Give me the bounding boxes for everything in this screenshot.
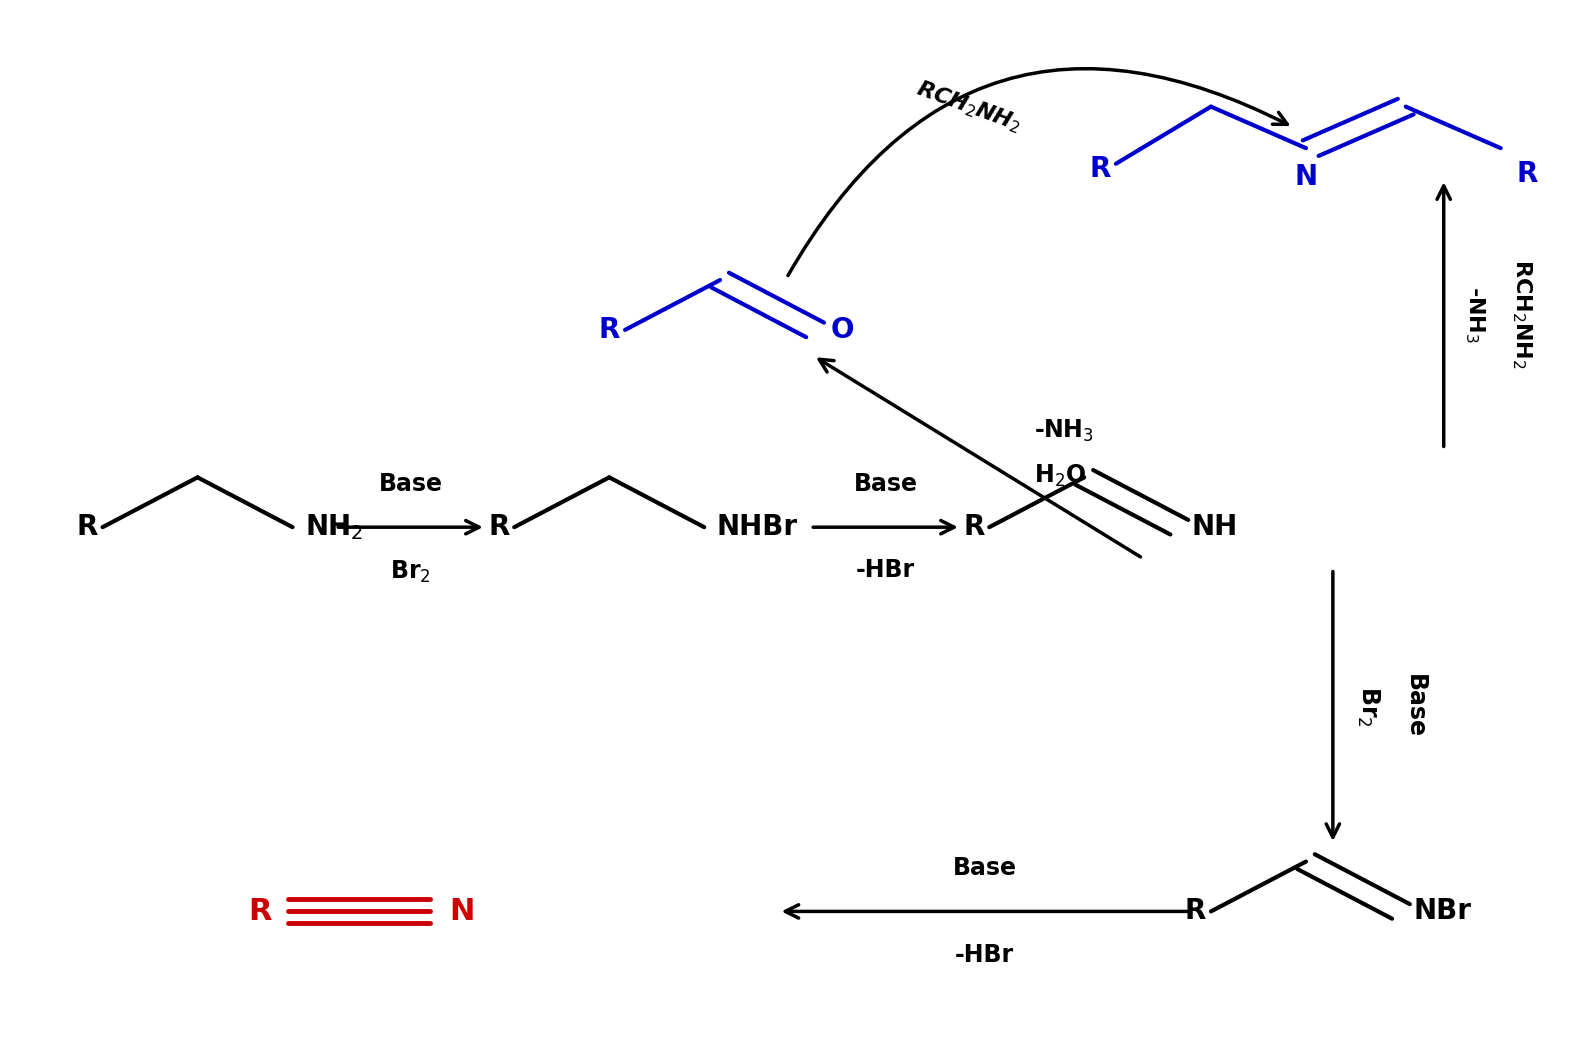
Text: NHBr: NHBr [717,514,798,541]
Text: NH$_2$: NH$_2$ [305,513,364,542]
Text: NH: NH [1192,514,1238,541]
Text: Base: Base [853,472,917,496]
Text: N: N [1295,163,1317,191]
Text: H$_2$O: H$_2$O [1033,462,1085,489]
Text: RCH$_2$NH$_2$: RCH$_2$NH$_2$ [1510,259,1533,370]
Text: Base: Base [378,472,442,496]
Text: Base: Base [952,856,1017,880]
Text: R: R [248,897,272,926]
Text: R: R [963,514,985,541]
Text: -HBr: -HBr [955,943,1014,967]
Text: R: R [488,514,510,541]
Text: R: R [599,316,620,343]
Text: Base: Base [1403,674,1427,738]
Text: NBr: NBr [1414,898,1471,925]
Text: R: R [1090,155,1111,183]
Text: -NH$_3$: -NH$_3$ [1033,418,1093,445]
Text: R: R [1516,160,1538,188]
Text: R: R [1185,898,1206,925]
Text: N: N [450,897,475,926]
Text: -NH$_3$: -NH$_3$ [1463,286,1486,342]
Text: Br$_2$: Br$_2$ [391,559,431,585]
Text: Br$_2$: Br$_2$ [1355,686,1381,727]
Text: RCH$_2$NH$_2$: RCH$_2$NH$_2$ [914,77,1025,137]
Text: O: O [831,316,855,343]
Text: R: R [76,514,99,541]
Text: -HBr: -HBr [856,559,915,583]
